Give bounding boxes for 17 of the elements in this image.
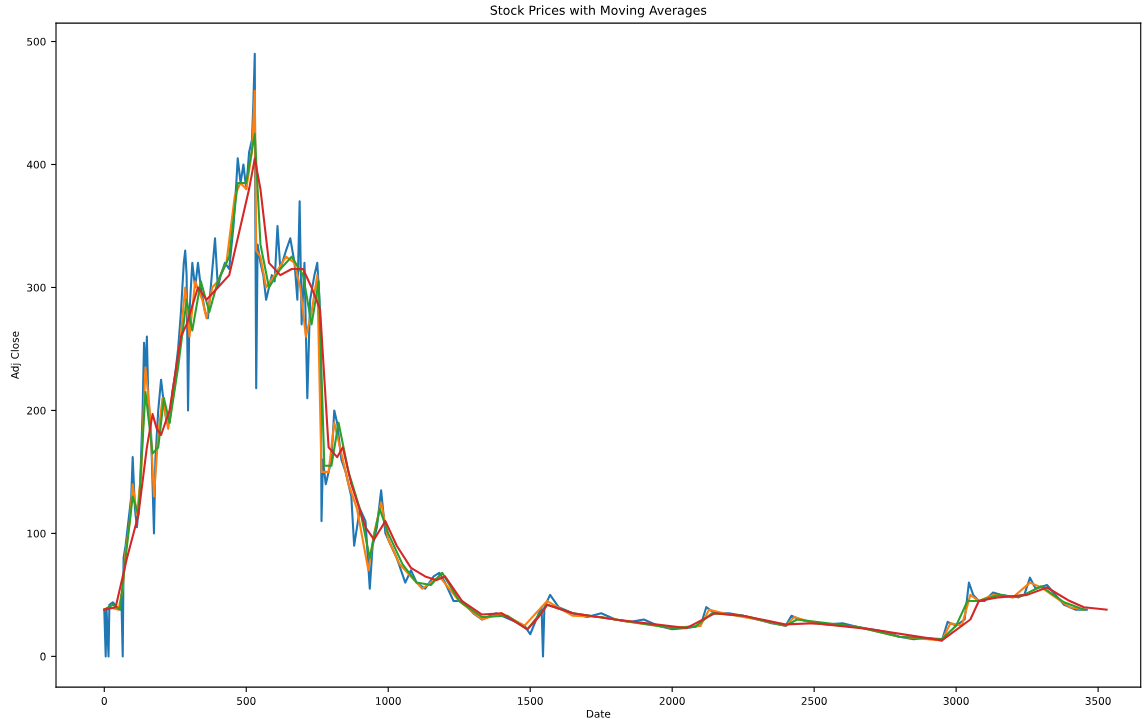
x-tick-label: 500 <box>237 697 256 705</box>
y-tick-label: 500 <box>27 37 46 46</box>
x-tick-label: 3000 <box>943 697 969 705</box>
y-axis-title: Adj Close <box>10 331 21 380</box>
x-tick-label: 1000 <box>376 697 401 705</box>
y-tick-label: 200 <box>27 406 46 415</box>
x-tick-label: 1500 <box>518 697 543 705</box>
x-tick-label: 2500 <box>801 697 827 705</box>
chart-title: Stock Prices with Moving Averages <box>490 5 707 18</box>
x-tick-label: 3500 <box>1085 697 1111 705</box>
y-tick-label: 100 <box>27 529 46 538</box>
y-tick-label: 400 <box>26 160 46 169</box>
y-tick-label: 300 <box>27 283 46 292</box>
x-tick-label: 2000 <box>659 697 685 705</box>
y-tick-label: 0 <box>40 652 46 661</box>
x-tick-label: 0 <box>101 697 107 705</box>
x-axis-title: Date <box>586 710 611 718</box>
